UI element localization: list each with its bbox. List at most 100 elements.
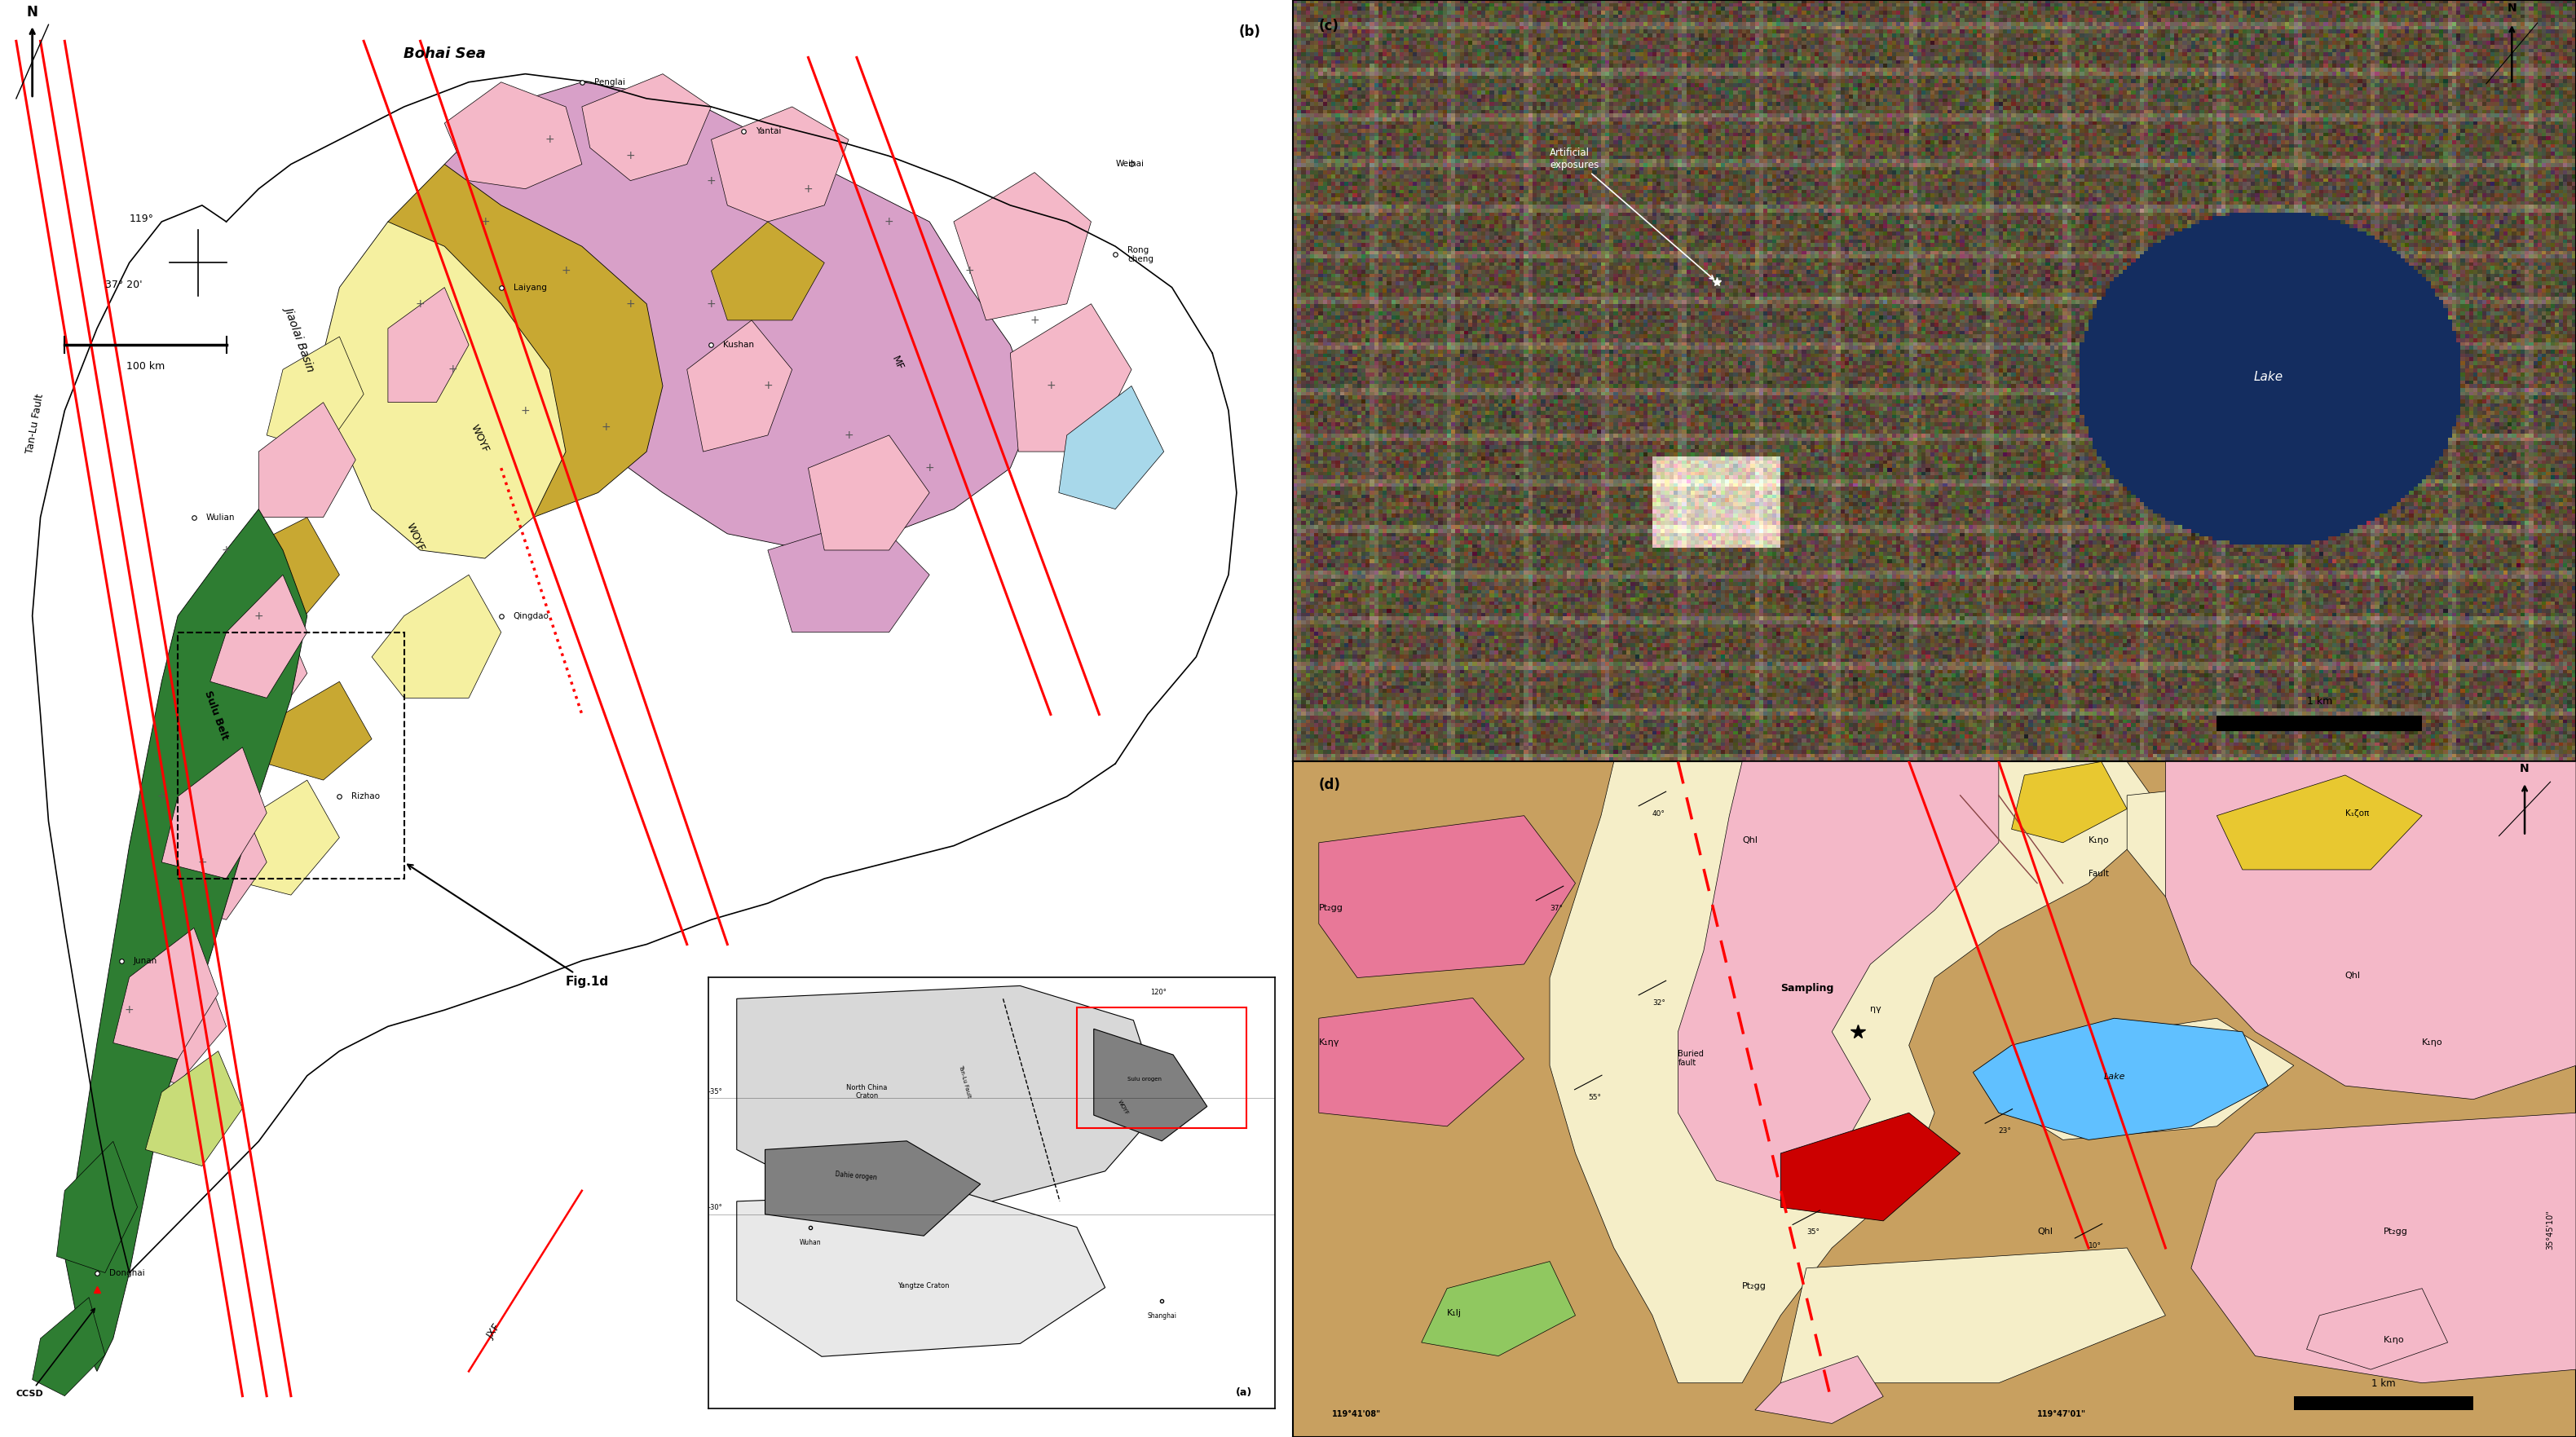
Text: (b): (b): [1239, 24, 1260, 39]
Polygon shape: [737, 986, 1162, 1201]
Polygon shape: [211, 575, 307, 698]
Text: WOYF: WOYF: [404, 522, 425, 553]
Text: Rong
cheng: Rong cheng: [1128, 246, 1154, 263]
Text: (c): (c): [1319, 19, 1340, 33]
Text: Tan-Lu Fault: Tan-Lu Fault: [958, 1065, 971, 1099]
Polygon shape: [1780, 1247, 2166, 1382]
Text: N: N: [2506, 3, 2517, 14]
Text: -30°: -30°: [708, 1204, 724, 1211]
Text: Buried
fault: Buried fault: [1677, 1049, 1703, 1068]
Text: +: +: [706, 297, 716, 309]
Text: WOYF: WOYF: [469, 422, 492, 454]
Polygon shape: [1095, 1029, 1208, 1141]
Text: JXF: JXF: [484, 1322, 502, 1341]
Text: K₁ηo: K₁ηo: [2089, 836, 2110, 845]
Text: K₁ηo: K₁ηo: [2421, 1039, 2442, 1048]
Text: Artificial
exposures: Artificial exposures: [1551, 147, 1713, 279]
Text: CCSD: CCSD: [15, 1309, 95, 1398]
Text: Junan: Junan: [134, 957, 157, 964]
Text: Bohai Sea: Bohai Sea: [404, 46, 487, 60]
Text: Donghai: Donghai: [108, 1269, 144, 1277]
Text: +: +: [198, 856, 206, 868]
Text: +: +: [520, 405, 531, 417]
Polygon shape: [582, 73, 711, 181]
Polygon shape: [389, 287, 469, 402]
Bar: [178, 632, 404, 878]
Text: Lake: Lake: [2105, 1072, 2125, 1081]
Text: (d): (d): [1319, 777, 1340, 792]
Polygon shape: [2218, 775, 2421, 869]
Text: 100 km: 100 km: [126, 361, 165, 372]
Text: ηγ: ηγ: [1870, 1004, 1880, 1013]
Polygon shape: [371, 164, 662, 517]
Text: North China
Craton: North China Craton: [848, 1083, 889, 1099]
Text: +: +: [255, 611, 263, 622]
Text: Lake: Lake: [2254, 371, 2282, 384]
Polygon shape: [1010, 303, 1131, 451]
Text: Wulian: Wulian: [206, 513, 234, 522]
Text: Fault: Fault: [2089, 869, 2110, 878]
Text: +: +: [546, 134, 554, 145]
Text: +: +: [415, 297, 425, 309]
Polygon shape: [268, 681, 371, 780]
Text: Dahie orogen: Dahie orogen: [835, 1171, 876, 1181]
Legend: Quaernary cover, T₃-K₁ granite, T₂ alkaline complex, Triassic UHP metamorphic zo: Quaernary cover, T₃-K₁ granite, T₂ alkal…: [1043, 1224, 1236, 1375]
Text: 1 km: 1 km: [2306, 697, 2331, 707]
Text: N: N: [26, 4, 39, 20]
Text: K₁lj: K₁lj: [1448, 1309, 1461, 1318]
Text: 119°: 119°: [129, 214, 155, 224]
Text: Qhl: Qhl: [1741, 836, 1757, 845]
Polygon shape: [1059, 387, 1164, 509]
Text: +: +: [562, 266, 569, 277]
Text: +: +: [626, 297, 636, 309]
Text: +: +: [626, 151, 636, 162]
Polygon shape: [1551, 762, 2166, 1382]
Text: Penglai: Penglai: [595, 78, 626, 86]
Polygon shape: [258, 402, 355, 517]
Polygon shape: [765, 1141, 981, 1236]
Text: Kushan: Kushan: [724, 341, 755, 349]
Text: +: +: [124, 1004, 134, 1016]
Text: Shanghai: Shanghai: [1146, 1312, 1177, 1319]
Text: N: N: [2519, 763, 2530, 775]
Polygon shape: [711, 221, 824, 320]
Polygon shape: [64, 509, 307, 1371]
Text: +: +: [804, 182, 814, 194]
Polygon shape: [113, 928, 219, 1059]
Text: +: +: [479, 216, 489, 227]
Text: K₁ηγ: K₁ηγ: [1319, 1039, 1340, 1048]
Text: Pt₂gg: Pt₂gg: [1741, 1282, 1767, 1290]
Text: 23°: 23°: [1999, 1128, 2012, 1135]
Polygon shape: [1319, 816, 1577, 977]
Text: +: +: [845, 430, 853, 441]
Text: (a): (a): [1236, 1387, 1252, 1398]
Text: Pt₂gg: Pt₂gg: [1319, 904, 1342, 912]
Text: -35°: -35°: [708, 1088, 724, 1095]
Text: Wuhan: Wuhan: [799, 1239, 822, 1246]
Polygon shape: [268, 336, 363, 451]
Polygon shape: [371, 575, 502, 698]
Polygon shape: [1780, 1112, 1960, 1221]
Text: MF: MF: [889, 355, 904, 372]
Polygon shape: [1319, 997, 1525, 1127]
Polygon shape: [809, 435, 930, 550]
Text: Yantai: Yantai: [755, 128, 781, 135]
Text: 37° 20': 37° 20': [106, 279, 142, 290]
Polygon shape: [688, 320, 791, 451]
Text: +: +: [966, 266, 974, 277]
Polygon shape: [144, 1050, 242, 1165]
Polygon shape: [2128, 775, 2344, 897]
Polygon shape: [2306, 1289, 2447, 1369]
Polygon shape: [737, 1193, 1105, 1357]
Text: Laiyang: Laiyang: [513, 283, 546, 292]
Polygon shape: [227, 780, 340, 895]
Polygon shape: [446, 82, 1036, 550]
Text: K₁ζoπ: K₁ζoπ: [2344, 809, 2370, 818]
Bar: [2218, 716, 2421, 731]
Text: 55°: 55°: [1589, 1094, 1602, 1101]
Text: Weihai: Weihai: [1115, 160, 1144, 168]
Polygon shape: [1422, 1262, 1577, 1357]
Text: +: +: [222, 545, 232, 556]
Text: 119°41'08": 119°41'08": [1332, 1410, 1381, 1418]
Text: 119°47'01": 119°47'01": [2038, 1410, 2087, 1418]
